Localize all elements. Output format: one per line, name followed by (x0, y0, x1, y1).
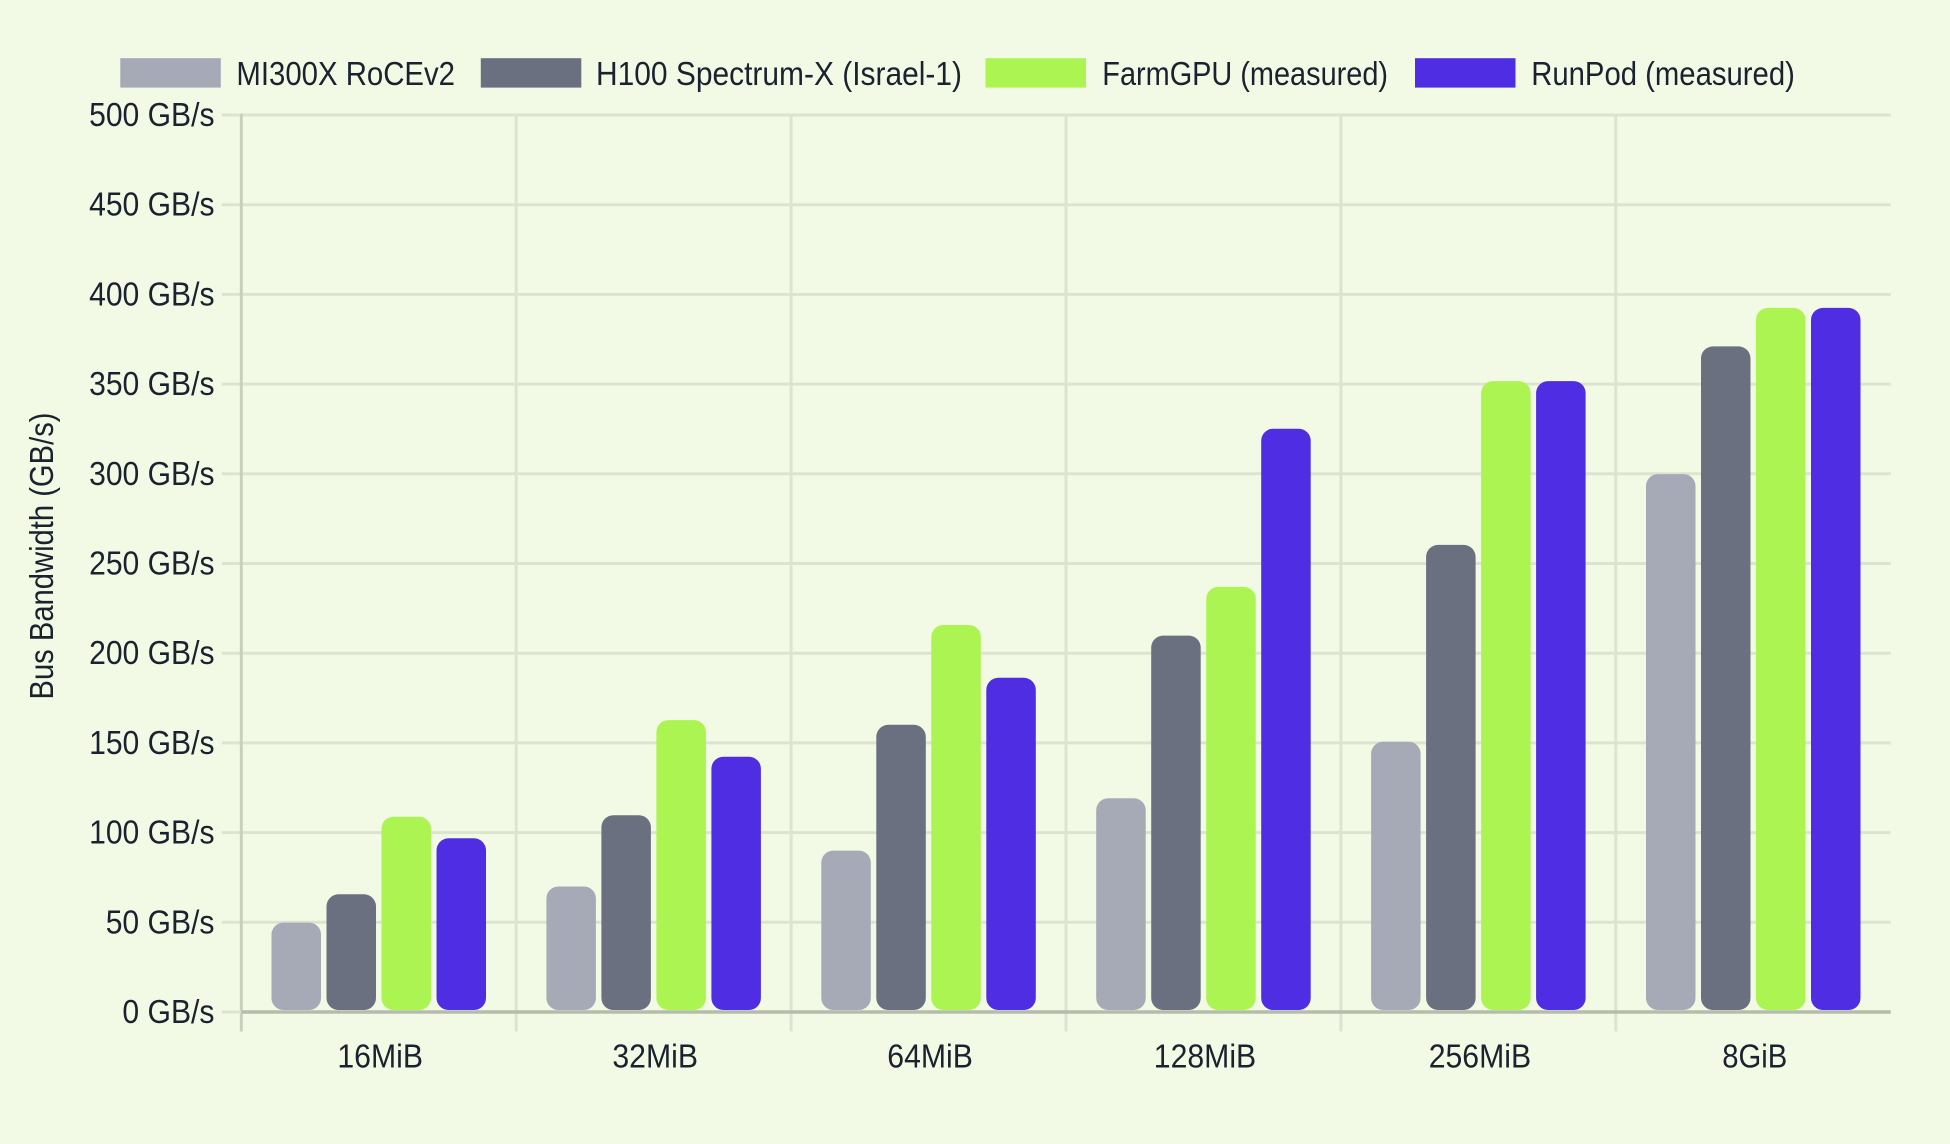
svg-text:16MiB: 16MiB (337, 1038, 423, 1075)
svg-text:0 GB/s: 0 GB/s (122, 993, 214, 1030)
svg-text:50 GB/s: 50 GB/s (106, 903, 215, 940)
svg-text:8GiB: 8GiB (1722, 1038, 1787, 1075)
svg-text:250 GB/s: 250 GB/s (89, 545, 214, 582)
svg-text:FarmGPU (measured): FarmGPU (measured) (1102, 55, 1388, 92)
svg-text:150 GB/s: 150 GB/s (89, 724, 214, 761)
svg-text:32MiB: 32MiB (612, 1038, 698, 1075)
svg-text:Bus Bandwidth (GB/s): Bus Bandwidth (GB/s) (23, 413, 60, 700)
svg-text:256MiB: 256MiB (1429, 1038, 1531, 1075)
svg-text:500 GB/s: 500 GB/s (89, 96, 214, 133)
svg-text:100 GB/s: 100 GB/s (89, 814, 214, 851)
svg-text:H100 Spectrum-X (Israel-1): H100 Spectrum-X (Israel-1) (596, 55, 962, 92)
svg-text:64MiB: 64MiB (887, 1038, 973, 1075)
svg-text:128MiB: 128MiB (1154, 1038, 1256, 1075)
svg-text:200 GB/s: 200 GB/s (89, 634, 214, 671)
svg-text:300 GB/s: 300 GB/s (89, 455, 214, 492)
svg-text:400 GB/s: 400 GB/s (89, 275, 214, 312)
svg-text:MI300X RoCEv2: MI300X RoCEv2 (236, 55, 455, 92)
svg-text:RunPod (measured): RunPod (measured) (1531, 55, 1795, 92)
svg-text:350 GB/s: 350 GB/s (89, 365, 214, 402)
svg-text:450 GB/s: 450 GB/s (89, 186, 214, 223)
